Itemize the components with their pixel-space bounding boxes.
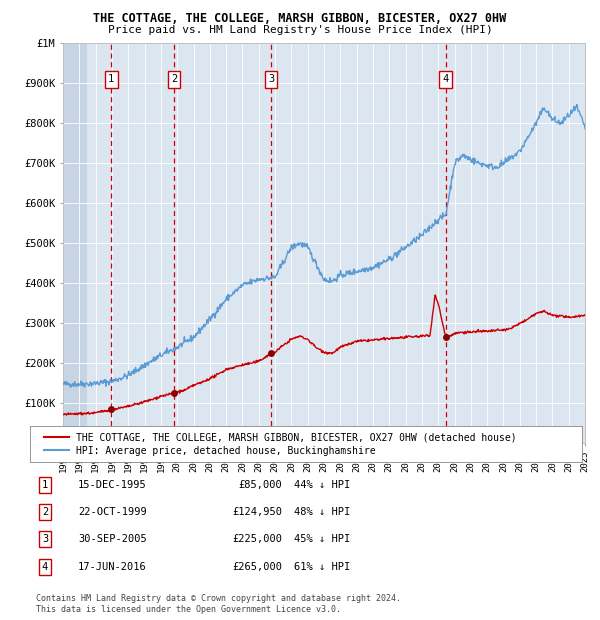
Text: 4: 4 [443,74,449,84]
Text: 3: 3 [268,74,274,84]
Text: 2: 2 [42,507,48,517]
Text: £124,950: £124,950 [232,507,282,517]
Text: THE COTTAGE, THE COLLEGE, MARSH GIBBON, BICESTER, OX27 0HW: THE COTTAGE, THE COLLEGE, MARSH GIBBON, … [94,12,506,25]
Text: 30-SEP-2005: 30-SEP-2005 [78,534,147,544]
Text: 2: 2 [171,74,177,84]
Text: Price paid vs. HM Land Registry's House Price Index (HPI): Price paid vs. HM Land Registry's House … [107,25,493,35]
Text: £85,000: £85,000 [238,480,282,490]
Text: 22-OCT-1999: 22-OCT-1999 [78,507,147,517]
Text: 44% ↓ HPI: 44% ↓ HPI [294,480,350,490]
Text: 15-DEC-1995: 15-DEC-1995 [78,480,147,490]
Text: 4: 4 [42,562,48,572]
Text: 1: 1 [108,74,115,84]
Text: £225,000: £225,000 [232,534,282,544]
Text: 45% ↓ HPI: 45% ↓ HPI [294,534,350,544]
Bar [63,43,88,443]
Text: Contains HM Land Registry data © Crown copyright and database right 2024.
This d: Contains HM Land Registry data © Crown c… [36,595,401,614]
Text: £265,000: £265,000 [232,562,282,572]
Text: 1: 1 [42,480,48,490]
Legend: THE COTTAGE, THE COLLEGE, MARSH GIBBON, BICESTER, OX27 0HW (detached house), HPI: THE COTTAGE, THE COLLEGE, MARSH GIBBON, … [40,428,521,459]
Text: 17-JUN-2016: 17-JUN-2016 [78,562,147,572]
Text: 61% ↓ HPI: 61% ↓ HPI [294,562,350,572]
Text: 48% ↓ HPI: 48% ↓ HPI [294,507,350,517]
Text: 3: 3 [42,534,48,544]
